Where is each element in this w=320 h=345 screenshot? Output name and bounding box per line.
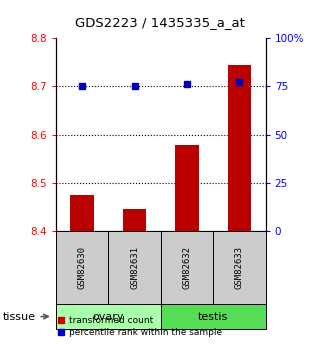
Bar	[56, 304, 161, 329]
Text: GSM82630: GSM82630	[78, 246, 87, 289]
Legend: transformed count, percentile rank within the sample: transformed count, percentile rank withi…	[54, 313, 225, 341]
Bar	[175, 145, 199, 231]
Text: testis: testis	[198, 312, 228, 322]
Bar	[161, 231, 213, 304]
Text: GSM82632: GSM82632	[182, 246, 191, 289]
Text: GSM82631: GSM82631	[130, 246, 139, 289]
Bar	[228, 65, 251, 231]
Text: tissue: tissue	[3, 312, 36, 322]
Bar	[56, 231, 108, 304]
Bar	[123, 209, 146, 231]
Text: GDS2223 / 1435335_a_at: GDS2223 / 1435335_a_at	[75, 16, 245, 29]
Bar	[108, 231, 161, 304]
Bar	[161, 304, 266, 329]
Bar	[70, 195, 94, 231]
Text: GSM82633: GSM82633	[235, 246, 244, 289]
Bar	[213, 231, 266, 304]
Text: ovary: ovary	[93, 312, 124, 322]
